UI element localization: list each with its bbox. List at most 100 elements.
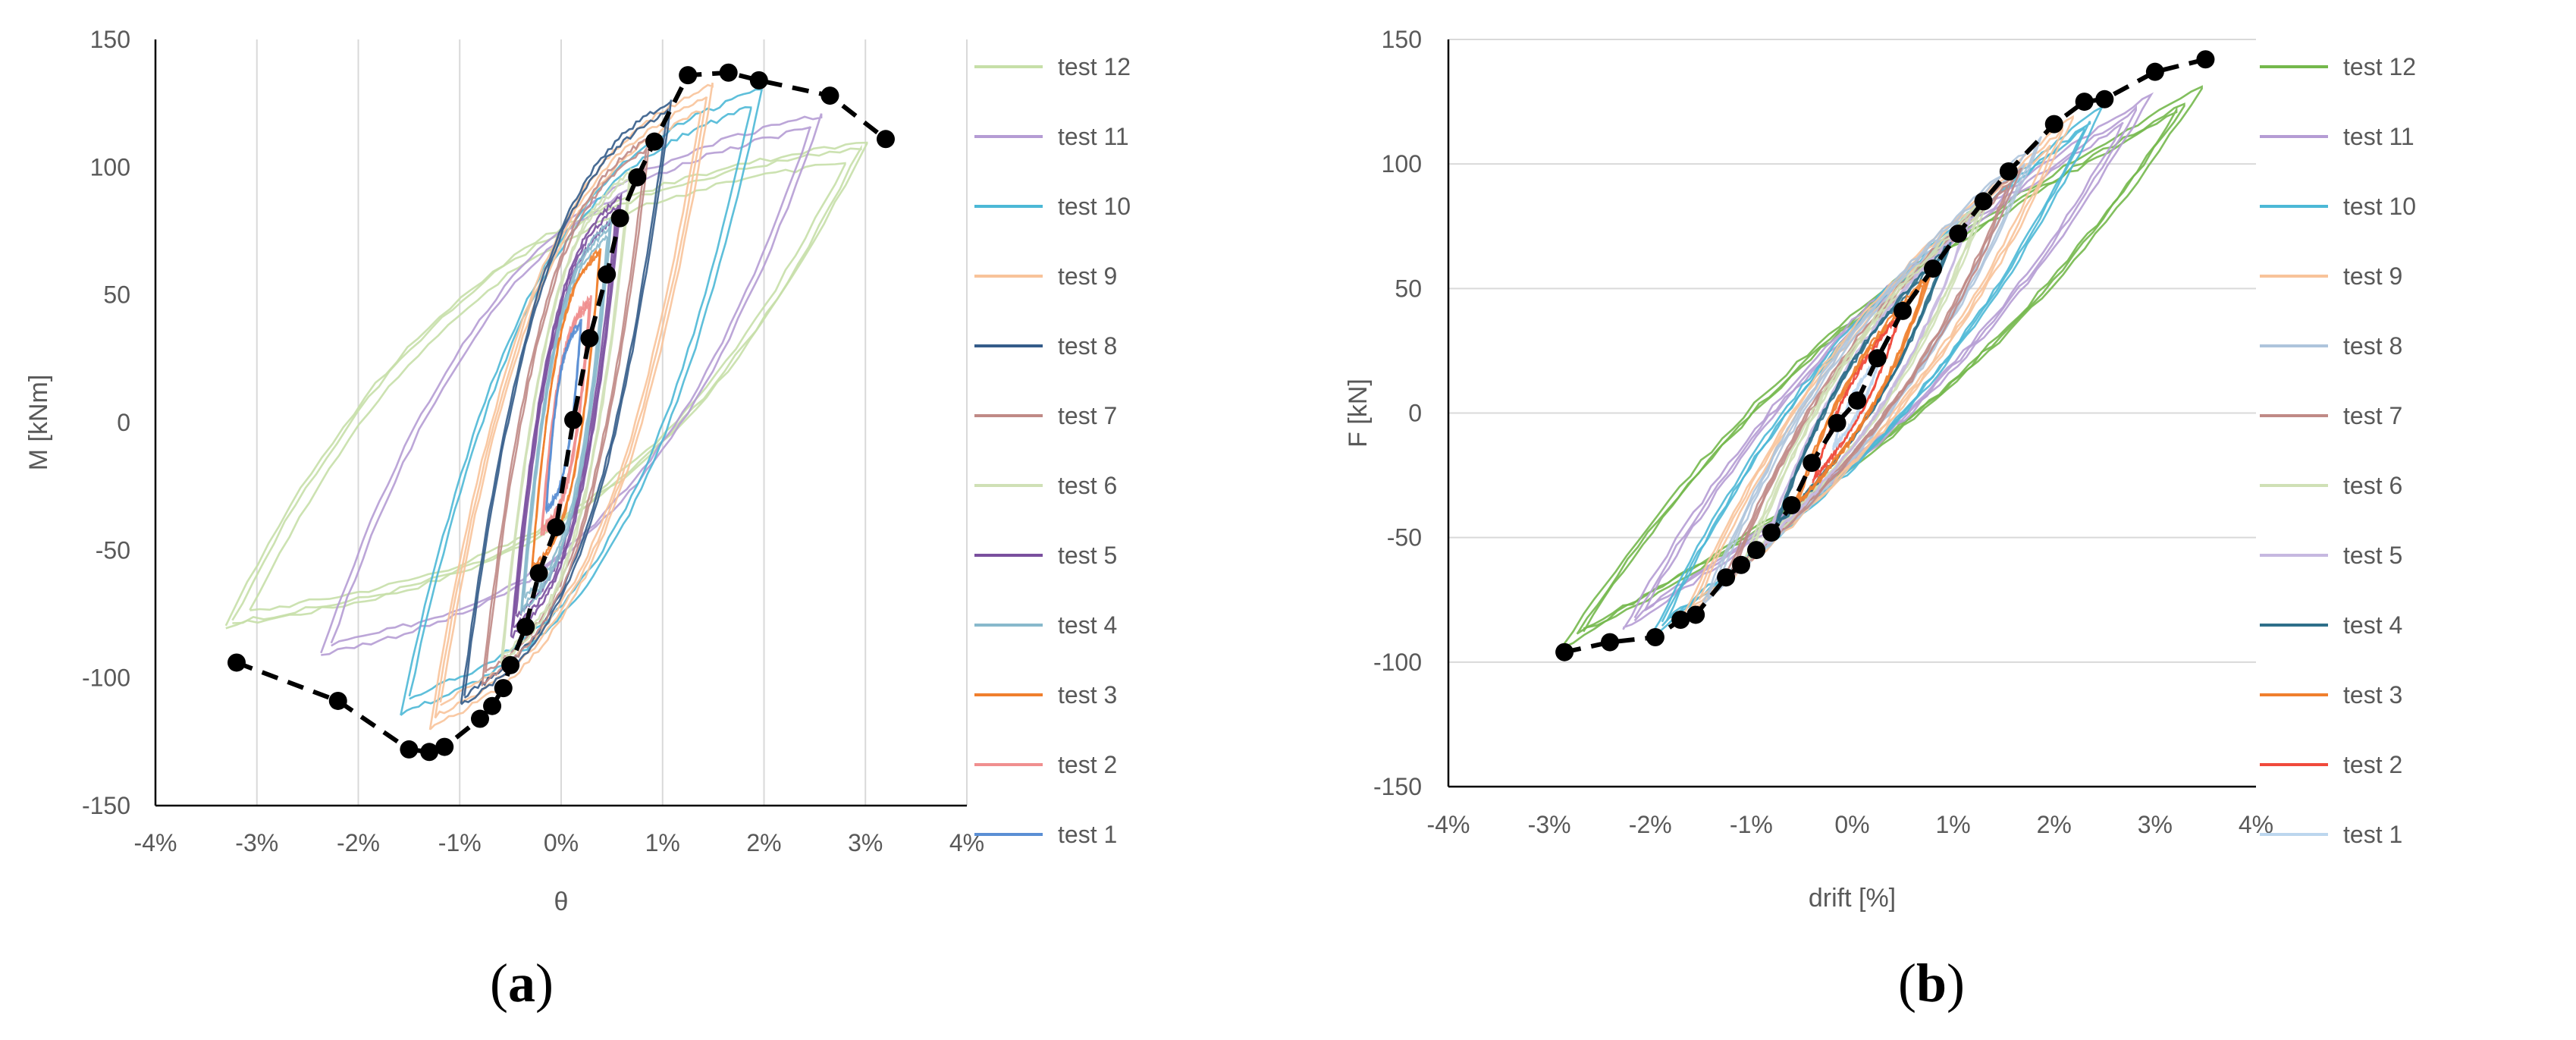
legend-label: test 6 xyxy=(2343,472,2402,499)
envelope-point xyxy=(1924,259,1942,278)
envelope-point xyxy=(1646,628,1665,646)
y-tick-label: -100 xyxy=(82,665,130,692)
series-loop-test-1 xyxy=(545,322,582,511)
envelope-point xyxy=(645,132,664,151)
envelope-point xyxy=(2075,93,2094,112)
series-loop-test-9 xyxy=(428,82,714,731)
series-loop-test-12 xyxy=(231,144,862,624)
series-loop-test-4 xyxy=(521,225,611,608)
legend-label: test 5 xyxy=(2343,542,2402,569)
envelope-point xyxy=(529,564,548,583)
envelope-point xyxy=(1803,454,1821,473)
series-loop-test-11 xyxy=(1633,105,2137,622)
envelope-point xyxy=(1828,413,1846,432)
x-tick-label: -4% xyxy=(1427,811,1470,838)
x-tick-label: -2% xyxy=(1629,811,1672,838)
envelope-point xyxy=(1868,349,1887,368)
envelope-point xyxy=(547,518,566,537)
envelope-point xyxy=(1848,391,1867,410)
legend-label: test 6 xyxy=(1058,472,1117,499)
x-tick-label: -2% xyxy=(337,829,380,856)
envelope-point xyxy=(1717,568,1736,587)
y-tick-label: 0 xyxy=(117,409,130,436)
envelope-point xyxy=(400,740,419,759)
y-tick-label: 50 xyxy=(1395,275,1422,302)
x-tick-label: 1% xyxy=(645,829,680,856)
envelope-point xyxy=(610,209,629,228)
envelope-point xyxy=(1949,225,1968,244)
y-tick-label: -100 xyxy=(1373,649,1422,676)
envelope-point xyxy=(501,655,520,674)
legend-label: test 7 xyxy=(2343,402,2402,429)
envelope-point xyxy=(2044,115,2063,134)
y-tick-label: -150 xyxy=(1373,773,1422,800)
envelope-point xyxy=(494,679,513,698)
envelope-point xyxy=(435,737,454,756)
x-tick-label: 3% xyxy=(848,829,883,856)
y-tick-label: -50 xyxy=(96,536,130,564)
envelope-point xyxy=(1974,192,1993,211)
envelope-point xyxy=(564,410,583,429)
y-tick-label: 0 xyxy=(1408,400,1422,427)
legend-label: test 5 xyxy=(1058,542,1117,569)
series-loop-test-9 xyxy=(1680,115,2074,623)
legend-label: test 10 xyxy=(1058,193,1131,220)
x-tick-label: -4% xyxy=(134,829,177,856)
x-axis-title: θ xyxy=(554,888,569,916)
y-axis-title: M [kNm] xyxy=(24,375,53,471)
loops xyxy=(1561,85,2203,649)
series-loop-test-9 xyxy=(439,110,701,706)
x-tick-label: 0% xyxy=(1834,811,1869,838)
y-tick-label: 100 xyxy=(1382,150,1422,178)
x-tick-label: -3% xyxy=(235,829,278,856)
legend-label: test 10 xyxy=(2343,193,2416,220)
envelope-point xyxy=(420,743,439,762)
x-tick-label: 2% xyxy=(2037,811,2072,838)
envelope-line xyxy=(1564,57,2207,655)
legend-label: test 9 xyxy=(2343,262,2402,290)
x-tick-label: 3% xyxy=(2138,811,2173,838)
envelope-point xyxy=(1555,643,1574,661)
envelope-point xyxy=(328,691,347,710)
envelope-point xyxy=(227,653,246,672)
y-tick-label: -50 xyxy=(1387,524,1422,551)
envelope-point xyxy=(1671,611,1690,630)
legend-label: test 3 xyxy=(2343,681,2402,709)
envelope-point xyxy=(1894,301,1912,320)
y-tick-label: 50 xyxy=(103,281,130,309)
series-loop-test-7 xyxy=(485,146,648,674)
legend-label: test 7 xyxy=(1058,402,1117,429)
legend-label: test 1 xyxy=(1058,821,1117,848)
legend-label: test 11 xyxy=(2343,123,2414,150)
legend-label: test 3 xyxy=(1058,681,1117,709)
legend-label: test 8 xyxy=(1058,332,1117,360)
loops xyxy=(224,82,868,731)
x-tick-label: 2% xyxy=(746,829,781,856)
envelope-point xyxy=(2196,50,2215,69)
legend-label: test 12 xyxy=(1058,53,1131,80)
series-loop-test-4 xyxy=(523,234,609,599)
envelope-point xyxy=(471,709,489,728)
y-tick-label: 150 xyxy=(90,26,130,53)
caption-b: (b) xyxy=(1898,953,1966,1013)
y-axis-title: F [kN] xyxy=(1344,379,1373,448)
legend-label: test 2 xyxy=(1058,751,1117,778)
x-tick-label: 1% xyxy=(1936,811,1971,838)
envelope-point xyxy=(749,71,768,90)
envelope-point xyxy=(1732,555,1751,574)
envelope-point xyxy=(1762,523,1781,542)
envelope-point xyxy=(580,328,599,347)
y-tick-label: -150 xyxy=(82,792,130,819)
legend-label: test 11 xyxy=(1058,123,1129,150)
x-tick-label: -1% xyxy=(438,829,482,856)
legend-label: test 9 xyxy=(1058,262,1117,290)
x-axis-title: drift [%] xyxy=(1809,884,1896,913)
envelope-point xyxy=(483,696,502,715)
series-loop-test-8 xyxy=(460,99,673,705)
envelope-point xyxy=(719,63,738,82)
legend-label: test 4 xyxy=(1058,611,1117,639)
envelope-point xyxy=(516,617,535,636)
series-loop-test-11 xyxy=(320,113,823,656)
envelope-point xyxy=(628,168,647,187)
envelope-point xyxy=(1686,605,1705,624)
